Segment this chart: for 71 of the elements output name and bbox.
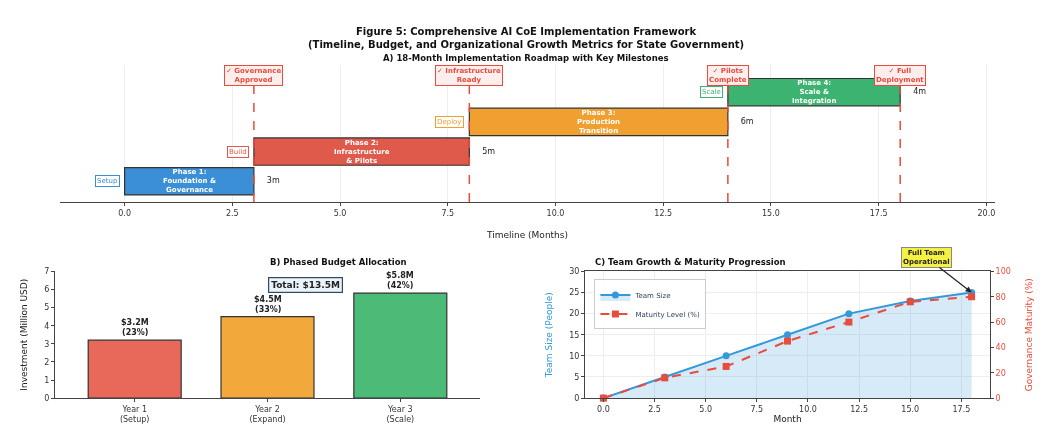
- annotation: Total: $13.5M: [271, 280, 340, 291]
- x-tick-label: 10.0: [799, 404, 817, 414]
- y-tick-label: 1: [44, 375, 50, 385]
- x-tick-label: 0.0: [118, 208, 131, 218]
- data-label: 6m: [740, 116, 754, 126]
- x-tick-label: Year 2 (Expand): [249, 404, 286, 425]
- bar: [353, 292, 448, 399]
- x-axis-title: Month: [773, 413, 802, 424]
- y-tick-label: 2: [44, 357, 50, 367]
- y-tick-label: 25: [569, 288, 580, 298]
- y-axis-title: Investment (Million USD): [18, 278, 29, 391]
- chart-title: C) Team Growth & Maturity Progression: [595, 257, 786, 267]
- y2-tick-label: 0: [995, 393, 1001, 403]
- x-tick-label: 17.5: [869, 208, 888, 218]
- x-tick-label: 12.5: [850, 404, 868, 414]
- point: [722, 352, 730, 360]
- point: [722, 362, 730, 370]
- x-tick-label: 0.0: [597, 404, 610, 414]
- data-label: 4m: [913, 87, 927, 97]
- bar: [220, 316, 315, 399]
- y2-tick-label: 100: [995, 267, 1011, 277]
- x-axis-title: Timeline (Months): [485, 230, 569, 241]
- y-tick-label: 5: [44, 303, 50, 313]
- x-tick-label: Year 3 (Scale): [386, 404, 415, 425]
- y2-tick-label: 40: [995, 343, 1006, 353]
- chart-subtitle: A) 18-Month Implementation Roadmap with Key Milestones: [383, 53, 669, 63]
- y-tick-label: 4: [44, 321, 50, 331]
- y-tick-label: 20: [569, 309, 580, 319]
- y2-axis-title: Governance Maturity (%): [1023, 278, 1034, 392]
- point: [968, 293, 976, 301]
- point: [784, 337, 791, 345]
- x-tick-label: 7.5: [750, 404, 764, 414]
- x-tick-label: 2.5: [225, 208, 239, 218]
- annotation: (23%): [122, 328, 149, 337]
- bar: [87, 339, 182, 399]
- y-tick-label: 0: [574, 393, 580, 403]
- chart-title: B) Phased Budget Allocation: [270, 257, 407, 267]
- x-tick-label: 12.5: [654, 208, 673, 218]
- y-tick-label: 15: [569, 330, 580, 340]
- x-tick-label: 2.5: [648, 404, 661, 414]
- data-label: $3.2M: [121, 318, 149, 327]
- data-label: 3m: [266, 176, 280, 186]
- x-tick-label: 20.0: [977, 208, 996, 218]
- data-label: $5.8M: [386, 271, 414, 280]
- y-tick-label: 5: [574, 372, 580, 382]
- y2-tick-label: 20: [995, 368, 1006, 378]
- data-label: 5m: [482, 146, 496, 156]
- y2-tick-label: 80: [995, 292, 1006, 302]
- y-axis-title: Team Size (People): [543, 292, 554, 379]
- x-tick-label: Year 1 (Setup): [119, 404, 150, 425]
- y-tick-label: 30: [569, 267, 580, 277]
- point: [784, 331, 791, 339]
- x-tick-label: 17.5: [952, 404, 971, 414]
- y2-tick-label: 60: [995, 317, 1006, 327]
- point: [845, 318, 853, 326]
- x-tick-label: 10.0: [546, 208, 565, 218]
- y-tick-label: 7: [44, 267, 50, 277]
- y-tick-label: 0: [44, 393, 50, 403]
- annotation: (42%): [387, 281, 414, 290]
- annotation: (33%): [255, 305, 282, 314]
- x-tick-label: 5.0: [699, 404, 713, 414]
- x-tick-label: 15.0: [901, 404, 920, 414]
- chart-title: Figure 5: Comprehensive AI CoE Implementation Framework (Timeline, Budget, and Organizational Growth Metrics for State Government): [308, 26, 745, 50]
- y-tick-label: 10: [569, 351, 580, 361]
- x-tick-label: 5.0: [333, 208, 347, 218]
- y-tick-label: 6: [44, 285, 50, 295]
- data-label: $4.5M: [254, 295, 282, 304]
- x-tick-label: 15.0: [762, 208, 780, 218]
- x-tick-label: 7.5: [441, 208, 455, 218]
- y-tick-label: 3: [44, 339, 50, 349]
- point: [845, 310, 853, 318]
